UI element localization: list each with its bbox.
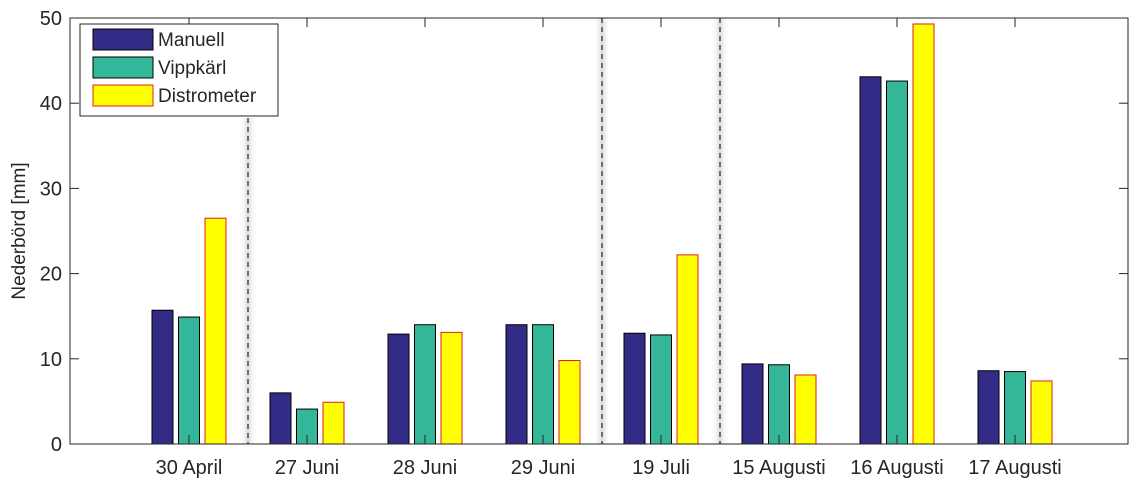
bar-distrometer-1 <box>322 401 345 445</box>
legend-swatch-0 <box>92 28 154 51</box>
x-tick-label-7: 17 Augusti <box>968 457 1061 479</box>
bar-vippk-rl-0 <box>178 316 200 445</box>
x-tick-label-4: 19 Juli <box>632 457 690 479</box>
bar-vippk-rl-7 <box>1004 371 1026 445</box>
legend-label-0: Manuell <box>158 30 225 51</box>
x-tick-label-1: 27 Juni <box>275 457 340 479</box>
y-tick-label-10: 10 <box>40 349 62 371</box>
x-tick-label-2: 28 Juni <box>393 457 458 479</box>
bar-manuell-2 <box>387 333 410 445</box>
y-tick-label-50: 50 <box>40 8 62 30</box>
bar-manuell-5 <box>741 363 764 445</box>
bar-vippk-rl-4 <box>650 334 672 445</box>
bar-distrometer-7 <box>1030 380 1053 445</box>
bar-manuell-0 <box>151 309 174 445</box>
bar-vippk-rl-3 <box>532 324 554 445</box>
bar-vippk-rl-6 <box>886 80 908 445</box>
y-tick-label-20: 20 <box>40 264 62 286</box>
bar-distrometer-3 <box>558 360 581 445</box>
bar-manuell-1 <box>269 392 292 445</box>
bar-distrometer-2 <box>440 331 463 445</box>
legend-label-2: Distrometer <box>158 86 257 107</box>
bar-vippk-rl-2 <box>414 324 436 445</box>
x-tick-label-6: 16 Augusti <box>850 457 943 479</box>
bar-manuell-7 <box>977 370 1000 445</box>
y-tick-label-40: 40 <box>40 93 62 115</box>
bar-distrometer-4 <box>676 254 699 445</box>
x-tick-label-0: 30 April <box>156 457 223 479</box>
y-tick-label-30: 30 <box>40 178 62 200</box>
bar-distrometer-0 <box>204 217 227 445</box>
x-tick-label-3: 29 Juni <box>511 457 576 479</box>
bar-manuell-4 <box>623 332 646 445</box>
bar-manuell-3 <box>505 324 528 445</box>
bar-manuell-6 <box>859 76 882 445</box>
legend-label-1: Vippkärl <box>158 58 226 79</box>
bar-distrometer-6 <box>912 23 935 445</box>
legend-swatch-1 <box>92 56 154 79</box>
x-tick-label-5: 15 Augusti <box>732 457 825 479</box>
axes-box <box>69 17 1129 445</box>
y-tick-label-0: 0 <box>51 434 62 456</box>
legend-swatch-2 <box>92 84 154 107</box>
y-axis-label: Nederbörd [mm] <box>9 162 30 299</box>
bar-vippk-rl-5 <box>768 364 790 445</box>
bar-distrometer-5 <box>794 374 817 445</box>
separator-shadow-19-juli <box>711 18 729 444</box>
separator-shadow-29-juni <box>593 18 611 444</box>
